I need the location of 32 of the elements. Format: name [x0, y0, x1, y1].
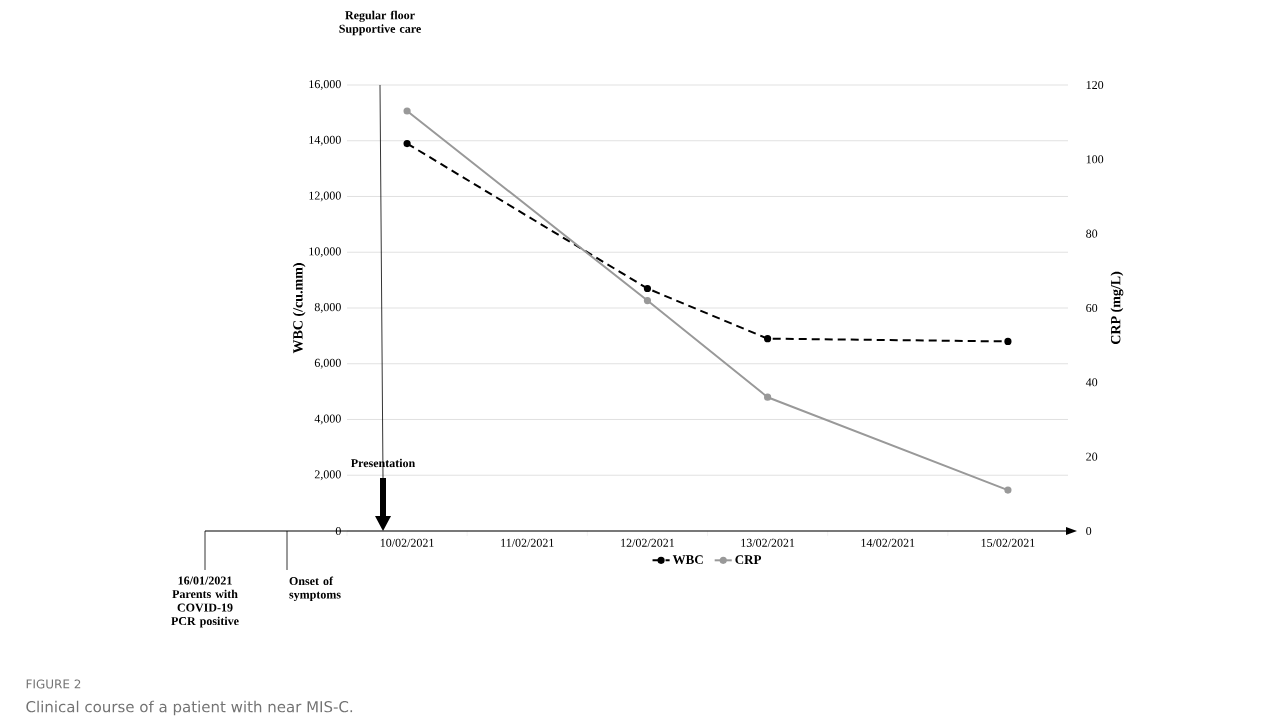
y-tick-label: 10,000	[309, 247, 341, 258]
x-tick-label: 10/02/2021	[380, 538, 434, 547]
y-tick-label: 16,000	[309, 80, 341, 90]
y-tick-label: 14,000	[309, 135, 341, 146]
y2-tick-label: 80	[1086, 229, 1098, 238]
y-tick-label: 6,000	[314, 358, 341, 369]
x-tick-label: 14/02/2021	[861, 538, 915, 547]
y2-tick-label: 0	[1086, 526, 1092, 536]
y-tick-label: 0	[335, 526, 341, 536]
x-tick-label: 12/02/2021	[621, 538, 675, 547]
text: 16/01/2021 Parents with COVID-19 PCR positive	[171, 576, 239, 628]
y-axis-title: WBC (/cu.mm)	[292, 263, 306, 354]
annotation: Presentation	[350, 458, 416, 468]
y2-tick-label: 100	[1086, 155, 1104, 164]
text: Regular floor Supportive care	[339, 10, 421, 36]
x-tick-label: 15/02/2021	[981, 538, 1035, 547]
y-tick-label: 2,000	[314, 470, 341, 481]
y2-axis-title: CRP (mg/L)	[1110, 271, 1124, 345]
y2-tick-label: 20	[1086, 452, 1098, 461]
x-tick-label: 13/02/2021	[741, 538, 795, 547]
y-tick-label: 12,000	[309, 191, 341, 202]
y2-tick-label: 60	[1086, 303, 1098, 313]
caption: FIGURE 2	[26, 679, 81, 689]
y-tick-label: 8,000	[314, 303, 341, 313]
text: Clinical course of a patient with near MIS-C.	[26, 700, 353, 716]
legend-label: CRP	[735, 555, 762, 564]
text: Onset of symptoms	[289, 576, 341, 602]
y-tick-label: 4,000	[314, 414, 341, 425]
x-tick-label: 11/02/2021	[501, 538, 554, 547]
legend-label: WBC	[672, 555, 703, 565]
y2-tick-label: 120	[1086, 80, 1104, 90]
y2-tick-label: 40	[1085, 378, 1098, 387]
